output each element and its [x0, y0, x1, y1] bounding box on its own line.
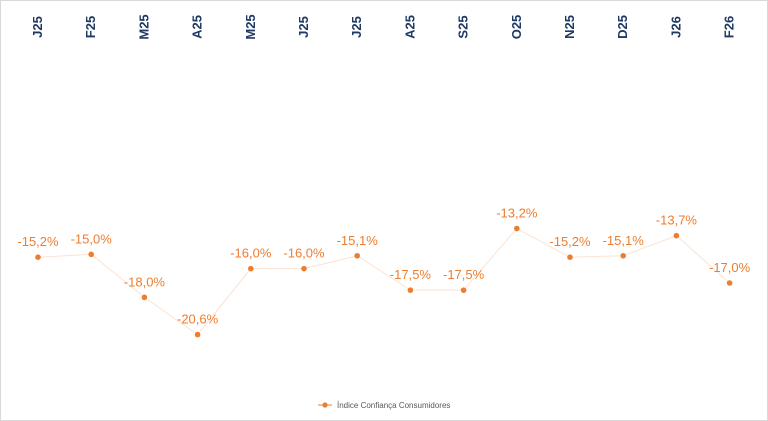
data-label: -15,0%: [71, 231, 113, 246]
category-label: O25: [509, 15, 524, 40]
data-label: -16,0%: [283, 246, 325, 261]
category-label: A25: [190, 15, 205, 39]
data-label: -13,2%: [496, 206, 538, 221]
data-point: [301, 265, 307, 272]
category-label: F26: [722, 16, 737, 38]
category-label: S25: [456, 15, 471, 38]
data-point: [35, 254, 41, 260]
data-point: [673, 232, 680, 239]
series-line: [37, 227, 730, 336]
category-label: J25: [349, 16, 364, 38]
data-point: [141, 294, 148, 301]
category-label: F25: [83, 16, 98, 38]
category-label: N25: [562, 15, 577, 39]
data-label: -15,1%: [603, 233, 645, 248]
data-points: [35, 225, 733, 338]
legend-marker: [322, 402, 328, 408]
data-labels: -15,2% -15,0% -18,0% -20,6% -16,0% -16,0% -15,…: [17, 206, 750, 327]
category-label: M25: [243, 14, 258, 39]
category-label: A25: [402, 15, 417, 39]
category-label: J25: [30, 16, 45, 38]
category-label: M25: [136, 14, 151, 39]
data-point: [407, 287, 414, 293]
data-point: [460, 287, 467, 293]
category-label: J25: [296, 16, 311, 38]
data-point: [726, 280, 733, 286]
category-label: J26: [668, 16, 683, 38]
data-label: -17,0%: [709, 260, 751, 275]
category-axis: J25 F25 M25 A25 M25 J25 J25 A25 S25 O25 N25 D25 J26 F…: [30, 14, 737, 39]
data-label: -15,2%: [17, 234, 59, 249]
legend-label: Índice Confiança Consumidores: [337, 401, 450, 410]
category-label: D25: [615, 15, 630, 39]
legend: Índice Confiança Consumidores: [318, 401, 450, 410]
data-label: -18,0%: [124, 274, 166, 289]
data-point: [248, 265, 254, 272]
data-point: [354, 252, 361, 259]
data-label: -15,2%: [549, 234, 591, 249]
data-point: [194, 331, 201, 338]
data-point: [620, 252, 626, 259]
data-label: -17,5%: [390, 267, 432, 282]
data-label: -15,1%: [337, 233, 379, 248]
data-point: [88, 251, 94, 258]
data-point: [567, 254, 573, 260]
data-label: -20,6%: [177, 312, 219, 327]
data-label: -16,0%: [230, 246, 272, 261]
data-point: [514, 225, 520, 232]
data-label: -17,5%: [443, 267, 485, 282]
data-label: -13,7%: [656, 213, 698, 228]
